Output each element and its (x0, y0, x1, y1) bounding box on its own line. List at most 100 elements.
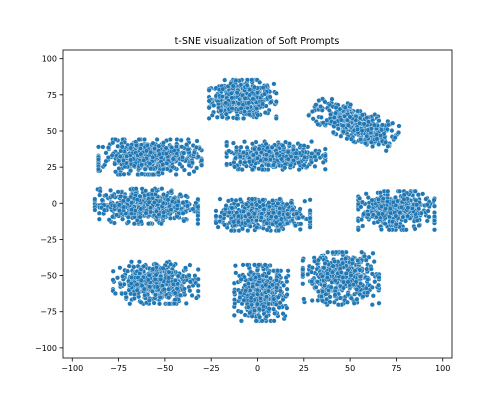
data-point (181, 167, 187, 173)
data-point (302, 198, 308, 204)
data-point (274, 285, 279, 291)
data-point (96, 144, 101, 150)
data-point (161, 140, 166, 146)
data-point (229, 106, 235, 111)
data-point (252, 262, 258, 268)
data-point (128, 145, 134, 151)
data-point (424, 202, 430, 208)
data-point (332, 120, 338, 126)
data-point (301, 143, 307, 149)
data-point (254, 301, 260, 307)
data-point (355, 258, 361, 264)
data-point (110, 193, 116, 199)
data-point (146, 272, 152, 278)
data-point (385, 122, 391, 128)
data-point (187, 279, 193, 285)
data-point (174, 137, 180, 142)
data-point (234, 115, 240, 121)
data-point (181, 150, 187, 156)
data-point (257, 79, 263, 85)
data-point (103, 150, 109, 156)
data-point (206, 87, 212, 93)
data-point (338, 117, 344, 123)
data-point (296, 167, 302, 173)
data-point (226, 210, 232, 215)
data-point (320, 298, 326, 304)
data-point (234, 90, 240, 96)
data-point (409, 206, 415, 211)
data-point (355, 227, 361, 233)
data-point (256, 306, 262, 312)
data-point (136, 137, 142, 142)
data-point (277, 300, 283, 306)
data-point (329, 96, 335, 102)
data-point (195, 213, 201, 219)
data-point (309, 139, 315, 145)
data-point (260, 85, 266, 91)
data-point (193, 144, 199, 150)
data-point (181, 286, 187, 292)
data-point (284, 305, 290, 311)
data-point (166, 286, 172, 292)
data-point (331, 115, 337, 120)
data-point (403, 227, 409, 233)
data-point (264, 294, 269, 300)
data-point (363, 191, 369, 197)
data-point (174, 203, 180, 208)
data-point (206, 98, 212, 104)
data-point (115, 275, 120, 281)
data-point (175, 273, 181, 279)
data-point (245, 304, 251, 310)
data-point (171, 301, 177, 307)
data-point (117, 265, 123, 271)
data-point (254, 106, 260, 111)
data-point (333, 110, 339, 116)
data-point (378, 133, 384, 139)
data-point (237, 295, 243, 300)
data-point (288, 200, 294, 206)
data-point (420, 191, 426, 197)
data-point (251, 146, 257, 152)
data-point (263, 156, 269, 162)
data-point (199, 157, 205, 163)
data-point (138, 145, 143, 151)
data-point (385, 188, 391, 194)
data-point (259, 318, 265, 324)
data-point (281, 282, 287, 288)
data-point (218, 108, 224, 114)
data-point (315, 121, 321, 127)
data-point (321, 265, 327, 271)
data-point (238, 318, 244, 324)
data-point (276, 210, 282, 216)
data-point (432, 214, 437, 219)
data-point (138, 219, 144, 225)
data-point (219, 114, 225, 120)
data-point (432, 227, 437, 233)
data-point (163, 151, 169, 157)
data-point (343, 271, 349, 276)
data-point (224, 161, 230, 167)
data-point (183, 265, 188, 271)
data-point (287, 141, 292, 147)
data-point (97, 192, 103, 198)
data-point (302, 154, 308, 160)
data-point (269, 282, 275, 288)
data-point (150, 154, 156, 160)
data-point (340, 275, 346, 280)
data-point (226, 148, 232, 154)
data-point (247, 223, 253, 229)
data-point (241, 297, 247, 303)
data-point (260, 197, 266, 203)
data-point (245, 262, 250, 268)
data-point (393, 213, 399, 219)
data-point (340, 123, 346, 129)
data-point (332, 292, 338, 298)
data-point (116, 202, 122, 208)
data-point (194, 295, 199, 301)
data-point (362, 140, 368, 146)
data-point (234, 144, 239, 150)
data-point (290, 206, 296, 212)
data-point (118, 193, 124, 199)
data-point (251, 211, 257, 217)
data-point (186, 171, 192, 177)
